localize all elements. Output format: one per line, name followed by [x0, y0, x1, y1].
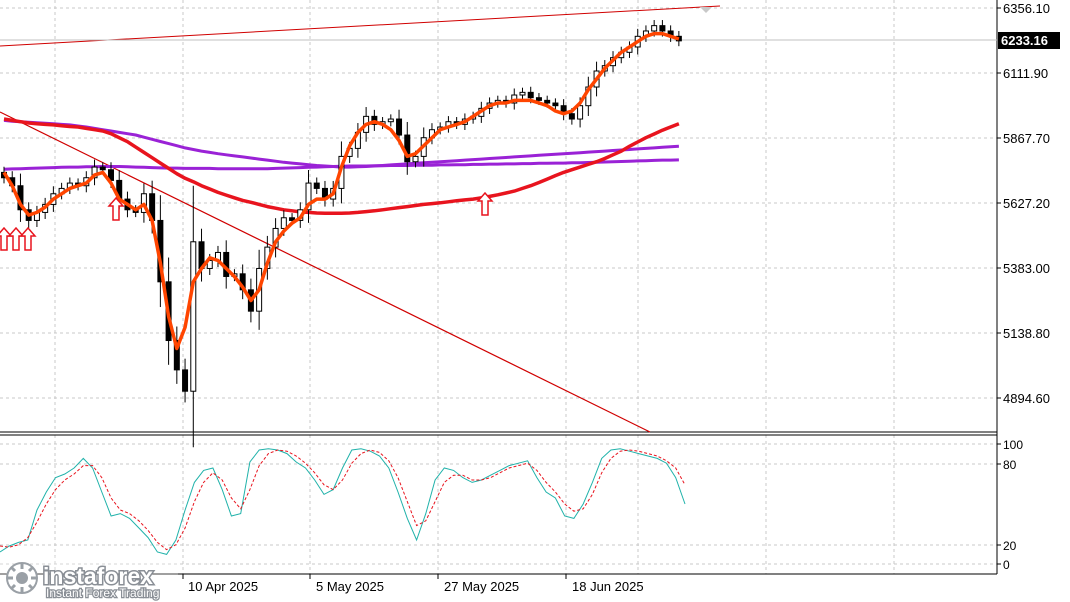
osc-label-80: 80 — [1003, 458, 1017, 472]
date-label-3: 27 May 2025 — [444, 579, 519, 594]
candle-body-65 — [535, 97, 542, 101]
candle-body-12 — [99, 166, 106, 171]
candle-body-34 — [280, 217, 287, 229]
price-axis: 6356.10 6111.90 5867.70 5627.20 5383.00 … — [997, 1, 1050, 406]
candle-body-37 — [305, 182, 312, 211]
stochastic-main-line — [0, 448, 686, 555]
price-label-6: 5138.80 — [1003, 326, 1050, 341]
candle-body-35 — [289, 217, 296, 221]
logo-icon — [6, 562, 38, 594]
price-label-2: 6111.90 — [1003, 66, 1048, 81]
trendline-anchor-marker[interactable] — [700, 7, 712, 13]
grid-lines — [0, 0, 997, 574]
osc-label-20: 20 — [1003, 539, 1017, 553]
candle-body-48 — [396, 118, 403, 136]
signal-arrows — [0, 191, 494, 251]
ma-red-line — [3, 117, 680, 215]
date-label-2: 5 May 2025 — [316, 579, 384, 594]
current-price-tag: 6233.16 — [998, 32, 1060, 49]
candle-body-63 — [519, 91, 526, 96]
oscillator-axis: 100 80 20 0 — [997, 438, 1023, 572]
candle-body-50 — [412, 155, 419, 163]
candle-body-47 — [387, 118, 394, 123]
time-axis: 10 Apr 2025 5 May 2025 27 May 2025 18 Ju… — [182, 574, 644, 594]
candle-body-80 — [659, 25, 666, 32]
stochastic-signal-line — [0, 449, 686, 551]
logo-tagline: Instant Forex Trading — [46, 586, 159, 600]
date-label-1: 10 Apr 2025 — [188, 579, 258, 594]
candle-body-22 — [182, 369, 189, 392]
candle-body-23 — [190, 241, 197, 392]
price-label-7: 4894.60 — [1003, 391, 1050, 406]
candle-body-11 — [91, 166, 98, 179]
osc-label-100: 100 — [1003, 438, 1023, 452]
price-label-3: 5867.70 — [1003, 131, 1050, 146]
candle-body-21 — [173, 340, 180, 371]
candle-body-79 — [651, 25, 658, 32]
price-label-1: 6356.10 — [1003, 1, 1050, 16]
candle-body-69 — [568, 113, 575, 120]
candle-body-70 — [577, 105, 584, 120]
stochastic-oscillator — [0, 448, 686, 555]
osc-label-0: 0 — [1003, 558, 1010, 572]
date-label-4: 18 Jun 2025 — [572, 579, 644, 594]
candle-body-38 — [313, 182, 320, 189]
candle-body-66 — [544, 99, 551, 104]
logo-wordmark: instaforex — [43, 563, 153, 589]
price-label-4: 5627.20 — [1003, 196, 1050, 211]
up-arrow-signal-4 — [476, 191, 494, 216]
current-price-tag-bg — [998, 32, 1060, 49]
up-arrow-signal-2 — [19, 226, 37, 251]
candle-body-67 — [552, 102, 559, 107]
current-price-value: 6233.16 — [1001, 33, 1048, 48]
instaforex-logo: instaforex Instant Forex Trading — [0, 556, 178, 602]
ma-fast-line — [2, 31, 680, 351]
candlesticks — [1, 20, 682, 448]
candle-body-64 — [527, 91, 534, 99]
upper-trendline[interactable] — [0, 5, 721, 47]
up-arrow-signal-3 — [107, 196, 125, 221]
price-label-5: 5383.00 — [1003, 261, 1050, 276]
